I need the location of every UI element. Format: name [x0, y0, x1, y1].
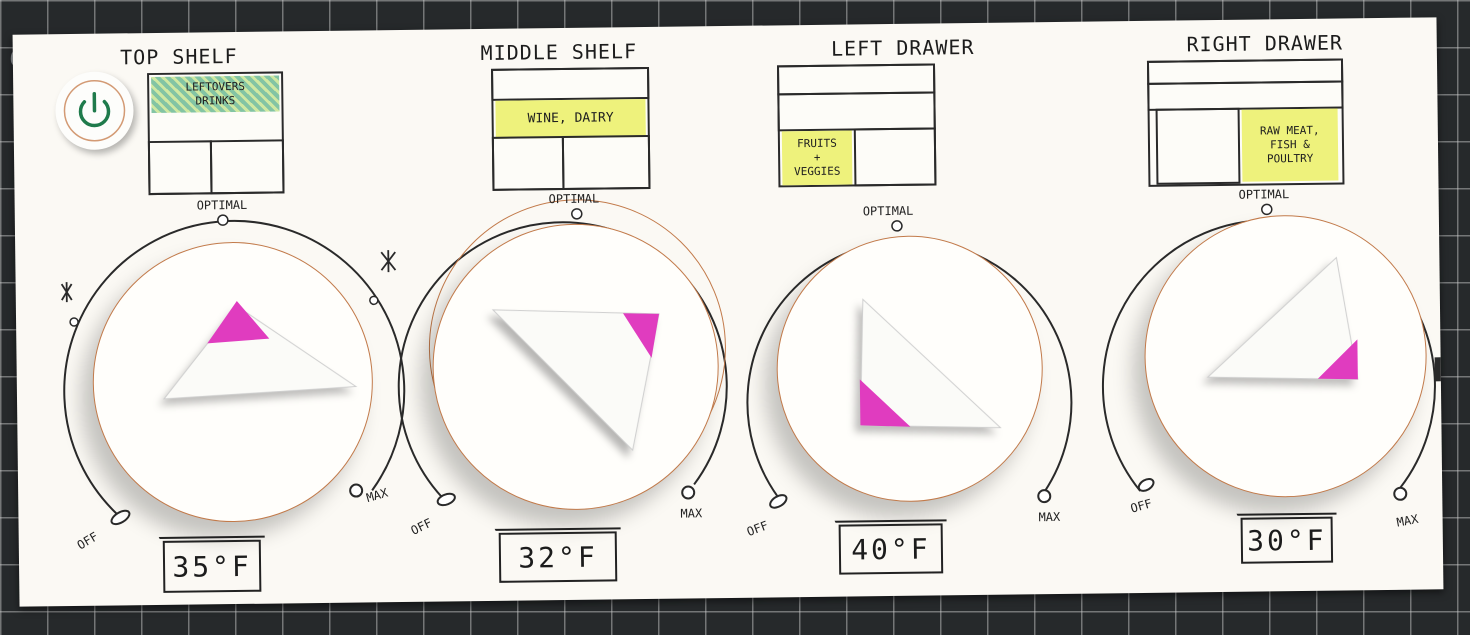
optimal-marker [218, 215, 228, 225]
temperature-knob[interactable] [1143, 213, 1428, 498]
optimal-marker [892, 221, 902, 231]
optimal-label: OPTIMAL [549, 192, 600, 207]
optimal-marker [1262, 204, 1272, 214]
optimal-label: OPTIMAL [1239, 187, 1290, 202]
temperature-readout: 40°F [839, 523, 944, 574]
temperature-readout: 30°F [1241, 517, 1334, 564]
zone-left-drawer: LEFT DRAWER FRUITS + VEGGIES OPTIMAL OFF… [733, 22, 1080, 626]
temperature-knob[interactable] [775, 234, 1044, 503]
zone-middle-shelf: MIDDLE SHELF WINE, DAIRY OPTIMAL OFF MAX… [399, 26, 746, 630]
temperature-readout: 32°F [499, 531, 618, 582]
fridge-control-panel: TOP SHELF LEFTOVERS DRINKS OPTIMAL OFF M… [13, 17, 1444, 606]
optimal-label: OPTIMAL [197, 198, 248, 213]
temperature-knob[interactable] [431, 222, 720, 511]
temperature-readout: 35°F [163, 540, 262, 593]
optimal-marker [572, 209, 582, 219]
zone-top-shelf: TOP SHELF LEFTOVERS DRINKS OPTIMAL OFF M… [49, 30, 396, 634]
max-label: MAX [680, 506, 702, 520]
temperature-knob[interactable] [91, 240, 374, 523]
max-label: MAX [1038, 510, 1060, 524]
zone-right-drawer: RIGHT DRAWER RAW MEAT, FISH & POULTRY OP… [1094, 17, 1441, 621]
optimal-label: OPTIMAL [863, 204, 914, 219]
